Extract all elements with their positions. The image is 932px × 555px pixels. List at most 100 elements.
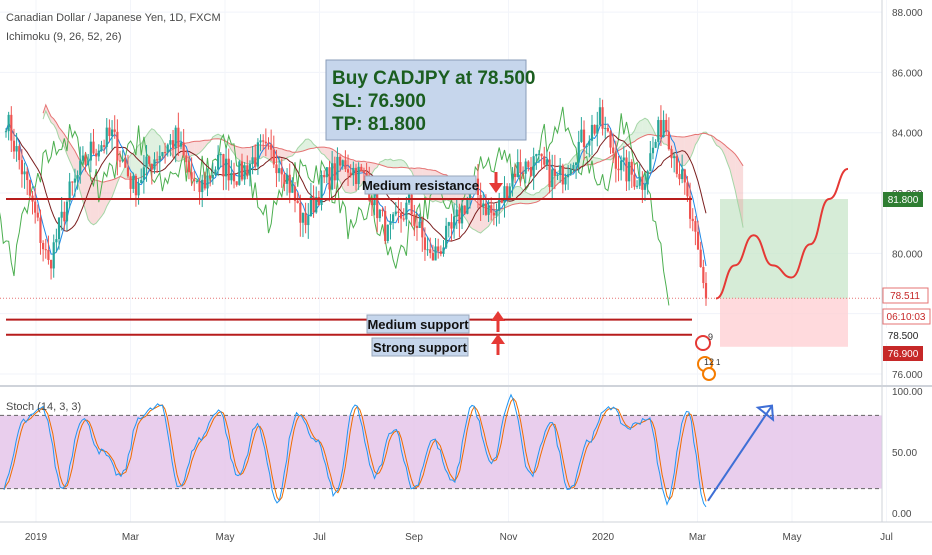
cloud-segment — [72, 146, 75, 174]
cloud-segment — [135, 145, 139, 180]
cloud-segment — [533, 193, 537, 203]
medium-support-text: Medium support — [367, 317, 469, 332]
candle — [323, 170, 326, 184]
price-tick-label: 80.000 — [892, 249, 923, 260]
candle — [421, 216, 424, 252]
candle — [516, 149, 519, 178]
candle — [243, 161, 246, 185]
candle — [384, 206, 387, 245]
candle — [463, 205, 466, 216]
event-marker-count: 12 — [704, 357, 714, 367]
candle — [696, 220, 700, 250]
candle — [492, 203, 495, 226]
stoch-axis[interactable]: 100.00 50.00 0.00 — [892, 387, 923, 520]
candle — [7, 111, 10, 141]
cloud-segment — [475, 200, 478, 232]
candle — [508, 183, 511, 201]
down-arrow-icon — [489, 172, 503, 193]
cloud-segment — [401, 159, 404, 168]
candle — [593, 124, 596, 136]
candle — [439, 245, 442, 257]
candle — [140, 168, 143, 184]
candle — [246, 155, 249, 180]
candle — [87, 154, 90, 166]
candle — [299, 194, 302, 237]
candle — [185, 150, 188, 173]
candle — [699, 241, 702, 268]
stop-loss-tag: 76.900 — [883, 346, 923, 361]
cloud-segment — [305, 139, 309, 151]
candle — [392, 211, 395, 230]
strong-support-label: Strong support — [371, 337, 469, 357]
candle — [132, 172, 135, 193]
candle — [513, 164, 517, 184]
candle — [609, 129, 612, 154]
candle — [328, 160, 331, 202]
event-markers[interactable]: 9 12 1 — [695, 332, 721, 381]
cloud-segment — [265, 145, 269, 160]
candle — [52, 234, 55, 278]
candle — [453, 203, 456, 239]
candle — [628, 151, 631, 191]
stoch-legend[interactable]: Stoch (14, 3, 3) — [6, 401, 81, 413]
cloud-segment — [287, 150, 290, 158]
cloud-segment — [639, 119, 643, 138]
candle — [434, 238, 437, 261]
candle — [97, 144, 100, 162]
cloud-segment — [104, 181, 107, 213]
cloud-segment — [308, 139, 311, 150]
candle — [198, 178, 201, 205]
candle — [551, 154, 554, 200]
event-flag-icon[interactable] — [695, 335, 711, 351]
time-tick-label: Jul — [313, 532, 326, 543]
candle — [625, 149, 628, 191]
ichimoku-legend[interactable]: Ichimoku (9, 26, 52, 26) — [6, 31, 122, 43]
candle — [278, 157, 281, 182]
candle — [36, 204, 39, 222]
candle — [426, 236, 429, 256]
candle — [582, 120, 586, 161]
candle — [606, 123, 609, 133]
candle — [124, 155, 127, 168]
candle — [248, 160, 252, 187]
candle — [291, 177, 294, 193]
candle — [193, 170, 196, 192]
candle — [590, 114, 594, 156]
cloud-segment — [284, 149, 288, 160]
candle — [254, 144, 257, 170]
candle — [445, 217, 448, 250]
take-profit-tag: 81.800 — [883, 192, 923, 207]
candle — [76, 170, 79, 190]
candle — [163, 142, 167, 164]
candle — [203, 171, 206, 191]
candle — [23, 162, 26, 189]
candle — [81, 146, 84, 164]
last-price-tag: 78.511 — [882, 287, 929, 304]
earnings-icon[interactable] — [702, 367, 716, 381]
candle — [331, 150, 334, 191]
candle — [39, 209, 42, 255]
countdown-tag-text: 06:10:03 — [887, 312, 926, 323]
candle — [341, 159, 344, 170]
time-axis[interactable]: 2019 Mar May Jul Sep Nov 2020 Mar May Jul — [25, 532, 893, 543]
candle — [561, 163, 564, 194]
cloud-segment — [541, 188, 545, 199]
candle — [635, 180, 639, 189]
last-price-tag-text: 78.511 — [890, 291, 920, 302]
candle — [65, 198, 69, 231]
candle — [352, 161, 355, 186]
event-marker-count: 9 — [708, 332, 713, 342]
cloud-segment — [565, 164, 569, 178]
cloud-segment — [191, 141, 195, 156]
cloud-segment — [199, 140, 203, 153]
time-tick-label: 2019 — [25, 532, 48, 543]
candle — [320, 170, 323, 211]
candle — [694, 215, 697, 246]
candle — [20, 148, 24, 188]
candle — [190, 157, 193, 187]
cloud-segment — [239, 147, 242, 163]
cloud-segment — [544, 185, 547, 198]
candle — [325, 167, 328, 184]
